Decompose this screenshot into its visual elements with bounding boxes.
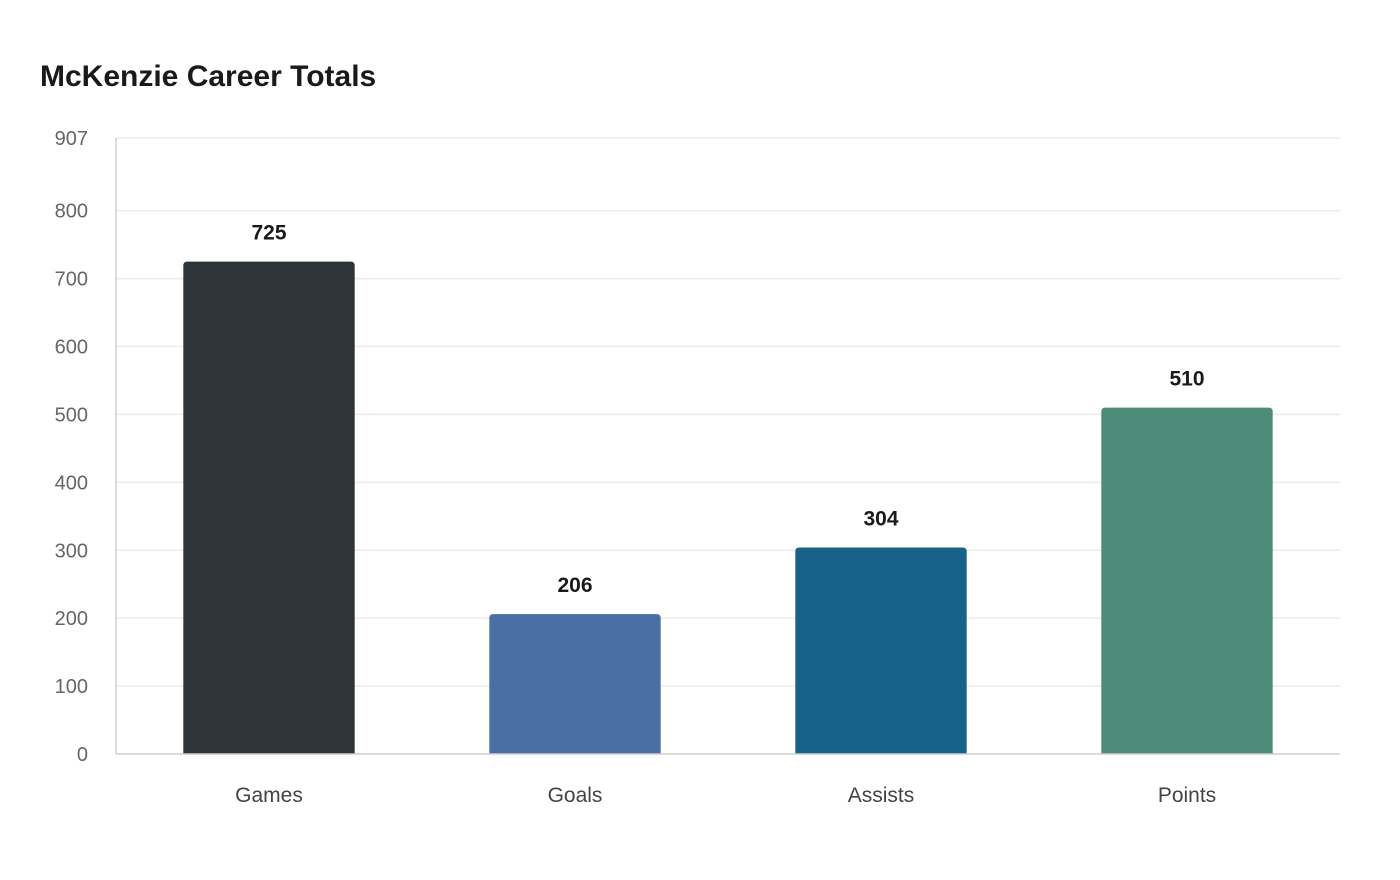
y-tick-label: 100 [55, 676, 88, 698]
data-label-assists: 304 [863, 508, 898, 531]
x-axis-ticks: Games Goals Assists Points [235, 784, 1216, 807]
y-tick-label: 400 [55, 472, 88, 494]
bar-games[interactable] [183, 261, 355, 754]
x-tick-label-assists: Assists [848, 784, 915, 807]
y-tick-label: 800 [55, 201, 88, 223]
x-tick-label-games: Games [235, 784, 303, 807]
y-tick-label: 907 [55, 128, 88, 150]
bar-points[interactable] [1101, 407, 1273, 754]
x-tick-label-goals: Goals [548, 784, 603, 807]
bars [183, 261, 1273, 754]
chart-title: McKenzie Career Totals [40, 60, 377, 93]
y-tick-label: 500 [55, 404, 88, 426]
y-tick-label: 200 [55, 608, 88, 630]
bar-goals[interactable] [489, 614, 661, 754]
y-tick-label: 700 [55, 269, 88, 291]
y-tick-label: 0 [77, 744, 88, 766]
y-tick-label: 300 [55, 540, 88, 562]
y-tick-label: 600 [55, 337, 88, 359]
data-label-points: 510 [1169, 368, 1204, 391]
bar-assists[interactable] [795, 547, 967, 754]
data-label-goals: 206 [557, 574, 592, 597]
data-label-games: 725 [251, 222, 286, 245]
x-tick-label-points: Points [1158, 784, 1216, 807]
y-axis-ticks: 0 100 200 300 400 500 600 700 800 907 [55, 128, 88, 766]
data-labels: 725 206 304 510 [251, 222, 1204, 597]
